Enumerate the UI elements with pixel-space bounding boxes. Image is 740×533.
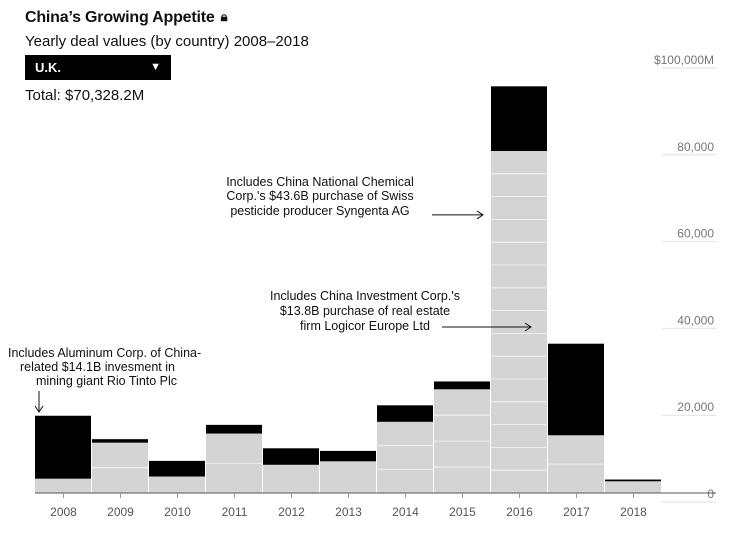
bar-light (377, 421, 433, 493)
x-tick-label: 2012 (278, 505, 305, 519)
country-select[interactable]: U.K. ▼ (25, 55, 171, 80)
x-tick-label: 2016 (506, 505, 533, 519)
y-tick-label: 80,000 (677, 140, 714, 154)
y-tick-label: 0 (707, 487, 714, 501)
bar-dark (377, 405, 433, 422)
annotation-text: related $14.1B invesment in (20, 360, 175, 374)
total-value: Total: $70,328.2M (25, 87, 145, 104)
x-tick-label: 2014 (392, 505, 419, 519)
annotation-arrowhead (34, 405, 44, 413)
lock-icon[interactable]: 🔒︎ (220, 9, 228, 24)
y-tick-label: 60,000 (677, 227, 714, 241)
annotation-text: Corp.'s $43.6B purchase of Swiss (226, 189, 413, 203)
annotation-text: mining giant Rio Tinto Plc (36, 374, 177, 388)
bar-dark (92, 439, 148, 443)
bar-light (491, 151, 547, 493)
bar-dark (149, 460, 205, 477)
y-tick-label: 20,000 (677, 400, 714, 414)
bar-dark (35, 415, 91, 479)
x-tick-label: 2008 (50, 505, 77, 519)
country-select-value: U.K. (35, 60, 61, 75)
annotation-text: pesticide producer Syngenta AG (230, 204, 409, 218)
x-tick-label: 2013 (335, 505, 362, 519)
annotation-text: Includes Aluminum Corp. of China- (8, 346, 201, 360)
x-tick-label: 2009 (107, 505, 134, 519)
x-tick-label: 2015 (449, 505, 476, 519)
bar-light (320, 461, 376, 493)
x-tick-label: 2010 (164, 505, 191, 519)
bar-light (149, 476, 205, 493)
bar-dark (206, 424, 262, 434)
bar-dark (491, 86, 547, 152)
annotation-text: firm Logicor Europe Ltd (300, 319, 430, 333)
bar-light (35, 478, 91, 493)
bar-dark (320, 450, 376, 462)
y-tick-label: 40,000 (677, 313, 714, 327)
bar-dark (434, 381, 490, 390)
bar-dark (263, 448, 319, 465)
y-tick-label: $100,000M (654, 53, 714, 67)
bar-light (263, 464, 319, 493)
x-tick-label: 2011 (222, 505, 248, 519)
chevron-down-icon: ▼ (150, 61, 161, 73)
annotation-text: Includes China Investment Corp.'s (270, 289, 460, 303)
chart-title-text: China’s Growing Appetite (25, 9, 215, 26)
chart-title: China’s Growing Appetite 🔒︎ (25, 9, 227, 27)
annotation-text: Includes China National Chemical (226, 175, 414, 189)
annotation-text: $13.8B purchase of real estate (280, 304, 450, 318)
bar-light (605, 481, 661, 493)
annotation-arrowhead (524, 322, 532, 332)
chart-subtitle: Yearly deal values (by country) 2008–201… (25, 33, 309, 50)
x-tick-label: 2017 (563, 505, 590, 519)
bar-dark (605, 479, 661, 482)
x-tick-label: 2018 (620, 505, 647, 519)
annotation-arrowhead (476, 210, 484, 220)
bar-dark (548, 343, 604, 436)
